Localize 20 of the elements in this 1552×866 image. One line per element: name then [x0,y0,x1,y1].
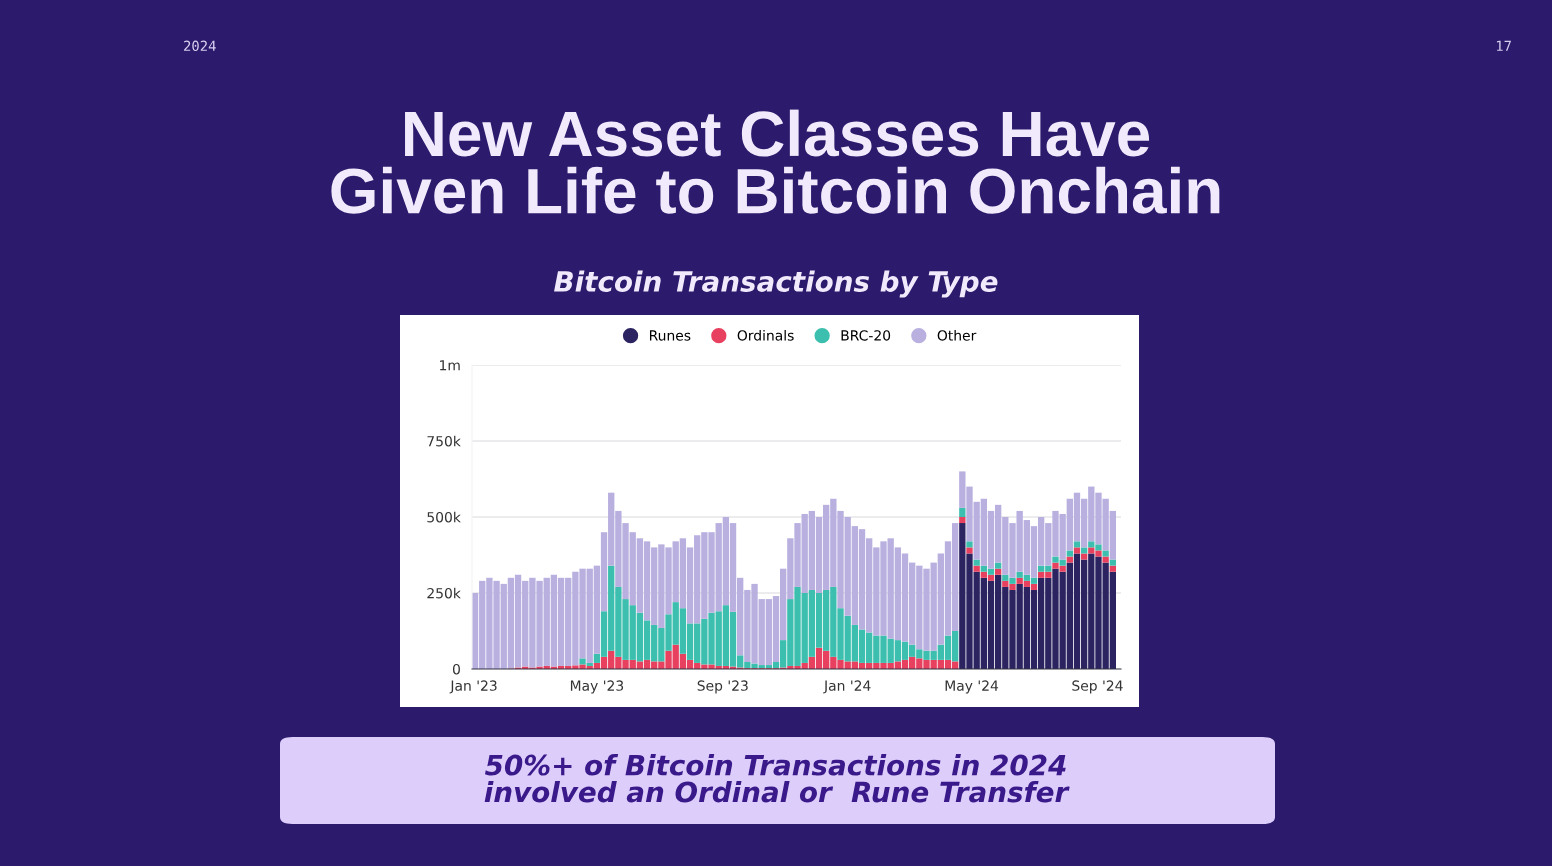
x-tick-label: May '24 [945,680,999,694]
y-tick-label: 1m [440,360,460,371]
text: 2024 [184,40,216,52]
x-tick-label: May '23 [570,680,624,694]
y-tick-label: 250k [427,587,461,599]
x-tick-label: Jan '23 [449,680,497,694]
x-tick-label: Jan '24 [823,680,871,694]
y-tick-label: 500k [427,511,461,523]
text: 17 [1496,40,1511,51]
x-tick-label: Sep '24 [1072,680,1123,694]
text: 50%+ of Bitcoin Transactions in 2024 involved an Ordinal or Rune Transfer [484,754,1070,803]
chart-subtitle: Bitcoin Transactions by Type [554,270,998,298]
chart-title: New Asset Classes Have Given Life to Bitcoin Onchain [331,109,1220,214]
y-tick-label: 750k [427,435,461,447]
legend-label: Other [937,329,977,341]
legend-label: BRC-20 [841,330,891,341]
legend-label: Runes [649,330,691,341]
y-tick-label: 0 [452,663,460,675]
legend-label: Ordinals [737,329,794,341]
x-tick-label: Sep '23 [697,680,748,694]
